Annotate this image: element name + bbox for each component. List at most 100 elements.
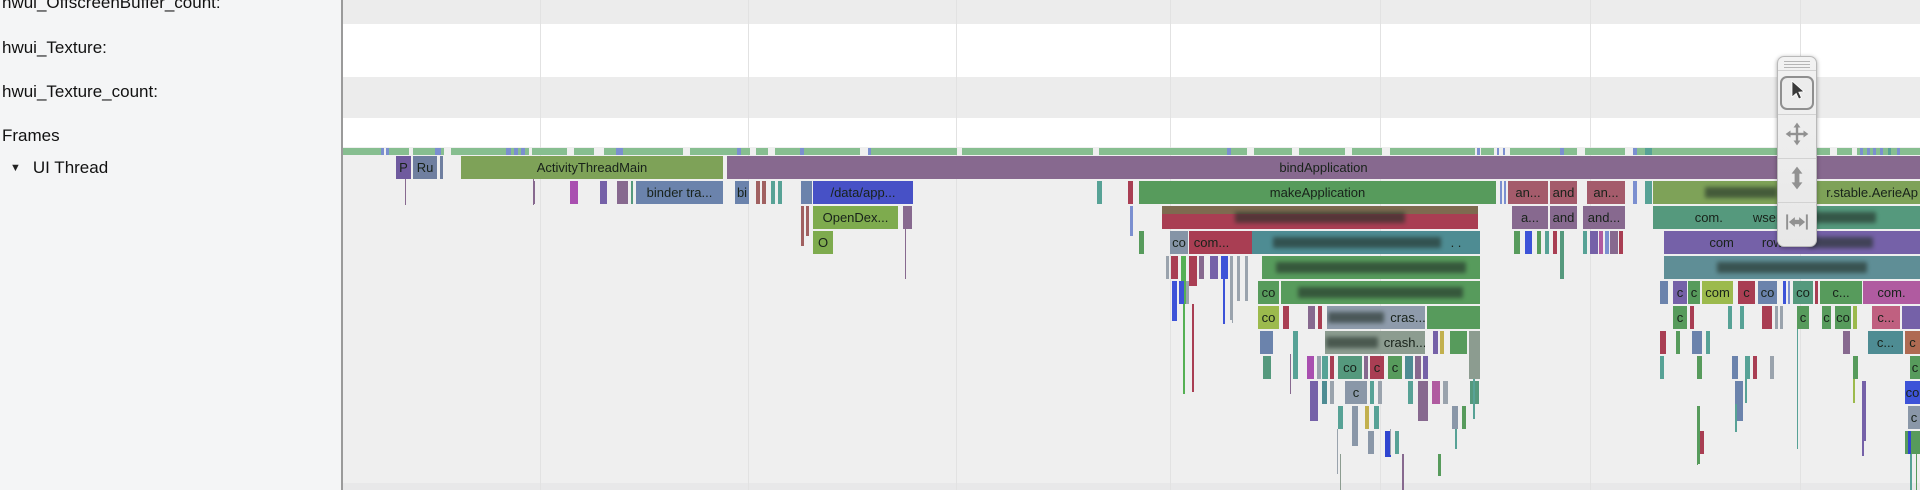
flame-span-tick[interactable]: [1697, 356, 1702, 379]
flame-span[interactable]: OpenDex...: [813, 206, 898, 229]
flame-span-tick[interactable]: [1365, 406, 1369, 429]
flame-span-tick[interactable]: [1560, 148, 1564, 155]
flame-span[interactable]: c: [1908, 406, 1920, 429]
flame-span-tick[interactable]: [341, 148, 1920, 155]
flame-span-tick[interactable]: [860, 148, 868, 155]
flame-span-tick[interactable]: [616, 148, 623, 155]
flame-span-tick[interactable]: [1283, 306, 1289, 329]
flame-span-tick[interactable]: [1862, 381, 1866, 441]
flame-span[interactable]: c: [1388, 356, 1402, 379]
flame-span-tick[interactable]: [1873, 148, 1876, 155]
flame-span-tick[interactable]: [1619, 231, 1623, 254]
flame-span-tick[interactable]: [806, 206, 809, 236]
flame-span-tick[interactable]: [768, 148, 775, 155]
flame-span[interactable]: co: [1258, 281, 1279, 304]
flame-span-tick[interactable]: [737, 148, 741, 155]
flame-span[interactable]: com: [1702, 281, 1733, 304]
flame-span-tick[interactable]: [1560, 231, 1564, 279]
flame-span[interactable]: and...: [1583, 206, 1625, 229]
flame-span[interactable]: c: [1738, 281, 1755, 304]
flame-span-tick[interactable]: [1545, 231, 1549, 254]
select-tool-button[interactable]: [1778, 70, 1816, 114]
flame-span[interactable]: Ru: [413, 156, 437, 179]
flame-span-tick[interactable]: [1853, 306, 1857, 329]
flame-span[interactable]: bi: [735, 181, 749, 204]
ui-thread-track-header[interactable]: ▼ UI Thread: [10, 158, 108, 178]
flame-span-tick[interactable]: [1247, 148, 1254, 155]
flame-span[interactable]: O: [813, 231, 833, 254]
flame-span-tick[interactable]: [1262, 256, 1480, 279]
flame-span-tick[interactable]: [1443, 381, 1448, 404]
flame-span[interactable]: and: [1550, 181, 1577, 204]
flame-span-tick[interactable]: [1433, 331, 1438, 354]
flame-span-tick[interactable]: [1199, 256, 1204, 279]
flame-span-tick[interactable]: [1740, 306, 1744, 329]
flame-span-tick[interactable]: [1432, 381, 1440, 404]
flame-span-tick[interactable]: [1770, 356, 1774, 379]
flame-span-tick[interactable]: [1860, 148, 1863, 155]
flame-span-tick[interactable]: [1179, 281, 1184, 304]
palette-drag-handle-icon[interactable]: [1784, 61, 1810, 70]
flame-span-tick[interactable]: [778, 181, 782, 204]
flame-span-tick[interactable]: [1423, 356, 1428, 379]
flame-span[interactable]: c: [1370, 356, 1384, 379]
flame-span[interactable]: co: [1905, 381, 1920, 404]
flame-span-tick[interactable]: [1503, 148, 1505, 155]
flame-span-tick[interactable]: [1660, 281, 1668, 304]
flame-span-tick[interactable]: [1370, 381, 1374, 404]
flame-span-tick[interactable]: [1902, 306, 1920, 329]
flame-span-tick[interactable]: [1385, 431, 1391, 457]
flame-span-tick[interactable]: [570, 181, 578, 204]
flame-span-tick[interactable]: [1537, 231, 1541, 254]
flame-span-tick[interactable]: [1227, 148, 1231, 155]
flame-span-tick[interactable]: [1852, 148, 1857, 155]
flame-span-tick[interactable]: [1780, 306, 1783, 329]
flame-span[interactable]: bindApplication: [727, 156, 1920, 179]
flame-span-tick[interactable]: [617, 181, 628, 204]
flame-span[interactable]: c...: [1872, 306, 1900, 329]
flame-span[interactable]: co: [1758, 281, 1777, 304]
flame-span-tick[interactable]: [631, 181, 633, 204]
flame-span-tick[interactable]: [1783, 281, 1786, 304]
flame-span-tick[interactable]: [1664, 256, 1920, 279]
flame-span-tick[interactable]: [1427, 306, 1480, 329]
flame-span-tick[interactable]: [1815, 281, 1818, 304]
flame-span[interactable]: c: [1673, 281, 1687, 304]
flame-span-tick[interactable]: [1415, 356, 1421, 379]
flame-span-tick[interactable]: [381, 148, 384, 155]
flame-span-tick[interactable]: [1605, 231, 1609, 254]
flame-span-tick[interactable]: [1469, 331, 1480, 379]
collapse-arrow-icon[interactable]: ▼: [10, 162, 21, 174]
flame-span-tick[interactable]: [1310, 381, 1318, 421]
flame-span-tick[interactable]: [435, 148, 441, 155]
flame-span-tick[interactable]: [567, 148, 574, 155]
flame-span[interactable]: c: [1905, 331, 1920, 354]
flame-span-tick[interactable]: [903, 206, 912, 229]
flame-span-tick[interactable]: [1477, 148, 1480, 155]
flame-span-tick[interactable]: [409, 148, 413, 155]
flame-span-tick[interactable]: [1221, 256, 1228, 279]
flame-span-tick[interactable]: [1364, 356, 1368, 379]
flame-span-tick[interactable]: [1128, 181, 1133, 204]
flame-span-tick[interactable]: [1706, 331, 1710, 354]
zoom-vertical-tool-button[interactable]: [1778, 158, 1816, 202]
flame-span-tick[interactable]: [1830, 148, 1837, 155]
flame-span-tick[interactable]: [1525, 231, 1532, 254]
flame-span-tick[interactable]: [1697, 406, 1700, 464]
flame-span-tick[interactable]: [1494, 148, 1510, 155]
flame-span-tick[interactable]: [1338, 406, 1343, 429]
flame-span-tick[interactable]: [1293, 331, 1298, 379]
flame-span-tick[interactable]: [1210, 256, 1218, 279]
flame-span-tick[interactable]: [801, 181, 812, 204]
flame-span-tick[interactable]: [521, 148, 525, 155]
flame-span-tick[interactable]: [1317, 356, 1321, 379]
flame-span-tick[interactable]: [506, 148, 511, 155]
flame-span-tick[interactable]: [1418, 381, 1428, 421]
flame-span[interactable]: an...: [1508, 181, 1548, 204]
flame-span-tick[interactable]: [1245, 256, 1248, 301]
tool-palette[interactable]: [1777, 56, 1817, 247]
flame-span[interactable]: co: [1170, 231, 1188, 254]
flame-span[interactable]: c: [1345, 381, 1367, 404]
flame-span-tick[interactable]: [1645, 181, 1652, 204]
flame-span[interactable]: co: [1835, 306, 1851, 329]
